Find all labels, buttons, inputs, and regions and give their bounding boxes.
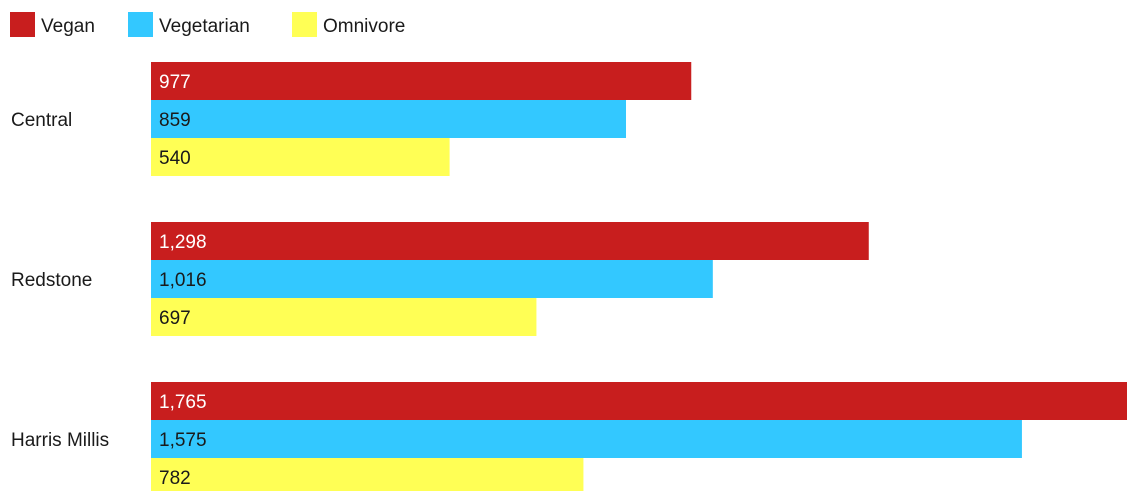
legend-label-vegan: Vegan — [41, 16, 95, 37]
category-label-redstone: Redstone — [11, 270, 92, 291]
bar-redstone-vegan — [151, 222, 869, 260]
legend-label-omnivore: Omnivore — [323, 16, 405, 37]
legend: Vegan Vegetarian Omnivore — [10, 12, 405, 37]
category-label-harris-millis: Harris Millis — [11, 430, 109, 451]
bar-harris-millis-vegetarian — [151, 420, 1022, 458]
data-label-central-vegetarian: 859 — [159, 110, 191, 131]
bar-redstone-omnivore — [151, 298, 537, 336]
data-label-central-vegan: 977 — [159, 72, 191, 93]
bar-harris-millis-vegan — [151, 382, 1127, 420]
bar-harris-millis-omnivore — [151, 458, 584, 496]
data-label-harris-millis-vegan: 1,765 — [159, 392, 207, 413]
bar-redstone-vegetarian — [151, 260, 713, 298]
data-label-central-omnivore: 540 — [159, 148, 191, 169]
bar-central-vegan — [151, 62, 692, 100]
legend-swatch-vegetarian — [128, 12, 153, 37]
legend-label-vegetarian: Vegetarian — [159, 16, 250, 37]
data-label-redstone-vegetarian: 1,016 — [159, 270, 207, 291]
bar-central-vegetarian — [151, 100, 627, 138]
legend-swatch-vegan — [10, 12, 35, 37]
data-label-harris-millis-vegetarian: 1,575 — [159, 430, 207, 451]
bar-central-omnivore — [151, 138, 450, 176]
category-label-central: Central — [11, 110, 72, 131]
data-label-redstone-vegan: 1,298 — [159, 232, 207, 253]
legend-swatch-omnivore — [292, 12, 317, 37]
data-label-harris-millis-omnivore: 782 — [159, 468, 191, 489]
data-label-redstone-omnivore: 697 — [159, 308, 191, 329]
